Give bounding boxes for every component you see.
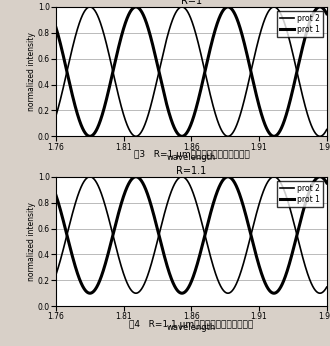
prot 1 xyxy=(183,133,187,137)
prot 1 xyxy=(88,134,92,138)
prot 2 xyxy=(88,175,92,179)
prot 1 xyxy=(54,194,58,198)
Title: R=1: R=1 xyxy=(181,0,202,6)
Y-axis label: normalized intensity: normalized intensity xyxy=(27,202,36,281)
prot 2 xyxy=(325,285,329,289)
prot 2 xyxy=(170,188,174,192)
prot 2 xyxy=(54,272,58,276)
Line: prot 1: prot 1 xyxy=(56,7,327,136)
prot 1 xyxy=(251,78,255,82)
prot 2 xyxy=(316,134,320,138)
prot 2 xyxy=(251,62,255,66)
Text: 图4   R=1.1 μm时的出射归一化强度曲线: 图4 R=1.1 μm时的出射归一化强度曲线 xyxy=(129,320,253,329)
prot 1 xyxy=(303,36,307,40)
Legend: prot 2, prot 1: prot 2, prot 1 xyxy=(277,181,323,207)
Title: R=1.1: R=1.1 xyxy=(176,166,207,176)
Text: 图3   R=1 μm时的出射归一化强度曲线: 图3 R=1 μm时的出射归一化强度曲线 xyxy=(134,151,249,160)
prot 1 xyxy=(170,120,174,124)
prot 2 xyxy=(168,193,172,198)
prot 2 xyxy=(251,226,255,230)
prot 1 xyxy=(318,175,322,179)
prot 2 xyxy=(168,26,172,30)
prot 1 xyxy=(325,181,329,185)
prot 2 xyxy=(316,291,320,295)
prot 2 xyxy=(303,263,307,267)
prot 2 xyxy=(183,176,187,180)
prot 1 xyxy=(170,278,174,282)
Line: prot 2: prot 2 xyxy=(56,177,327,293)
X-axis label: wavelength: wavelength xyxy=(167,323,216,332)
prot 2 xyxy=(88,5,92,9)
prot 1 xyxy=(183,290,187,294)
prot 2 xyxy=(170,19,174,23)
X-axis label: wavelength: wavelength xyxy=(167,153,216,162)
Line: prot 1: prot 1 xyxy=(56,177,327,293)
prot 2 xyxy=(183,6,187,10)
prot 1 xyxy=(251,240,255,244)
prot 1 xyxy=(88,291,92,295)
prot 2 xyxy=(303,103,307,108)
prot 1 xyxy=(325,12,329,16)
prot 2 xyxy=(318,134,322,138)
prot 1 xyxy=(168,113,172,118)
prot 1 xyxy=(168,272,172,276)
Line: prot 2: prot 2 xyxy=(56,7,327,136)
prot 2 xyxy=(54,113,58,117)
Legend: prot 2, prot 1: prot 2, prot 1 xyxy=(277,11,323,37)
prot 1 xyxy=(54,26,58,30)
prot 2 xyxy=(325,127,329,131)
prot 1 xyxy=(318,5,322,9)
Y-axis label: normalized intensity: normalized intensity xyxy=(27,32,36,111)
prot 1 xyxy=(303,202,307,207)
prot 1 xyxy=(316,175,320,179)
prot 1 xyxy=(316,5,320,9)
prot 2 xyxy=(318,291,322,295)
